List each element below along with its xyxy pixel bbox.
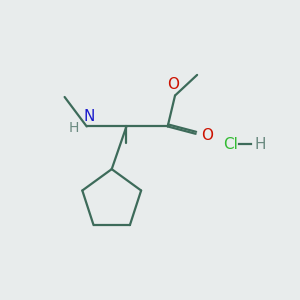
- Text: H: H: [254, 136, 266, 152]
- Text: H: H: [68, 121, 79, 135]
- Text: Cl: Cl: [224, 136, 238, 152]
- Text: O: O: [201, 128, 213, 143]
- Text: N: N: [83, 109, 95, 124]
- Text: O: O: [168, 77, 180, 92]
